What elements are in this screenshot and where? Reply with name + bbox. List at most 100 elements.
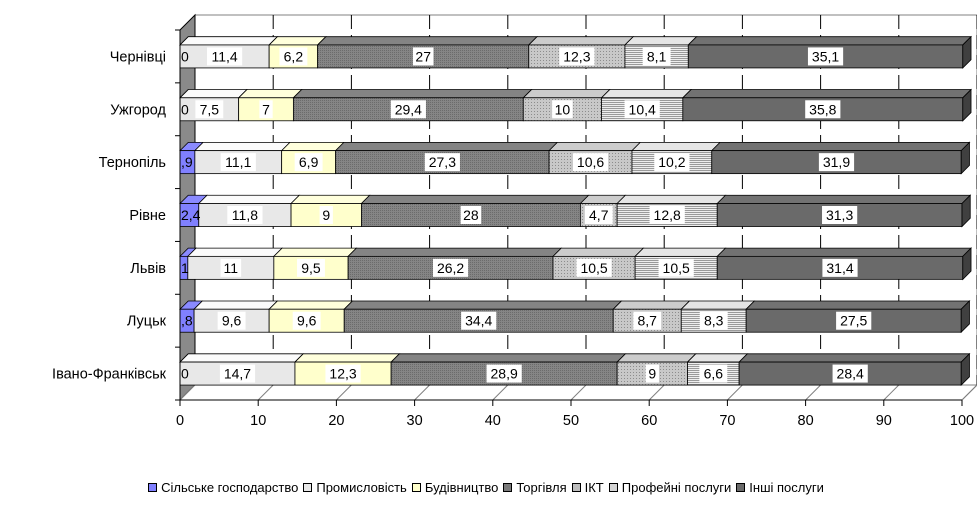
- data-label: 27,5: [840, 313, 867, 329]
- data-label-bg: [325, 364, 361, 383]
- data-label-bg: [297, 258, 325, 277]
- data-label-bg: [822, 258, 858, 277]
- bar-top: [347, 247, 563, 257]
- data-label: 8,7: [638, 313, 658, 329]
- data-label: 10,5: [663, 260, 690, 276]
- data-label: 28: [463, 207, 479, 223]
- x-tick-label: 10: [250, 413, 266, 429]
- data-label: 35,1: [812, 48, 839, 64]
- bar-top: [552, 247, 645, 257]
- bar-top: [268, 36, 327, 46]
- bar-top: [527, 36, 635, 46]
- data-label-bg: [624, 100, 660, 119]
- data-label: 31,3: [826, 207, 853, 223]
- legend-swatch: [571, 483, 581, 492]
- data-label-bg: [227, 206, 263, 224]
- bar-end: [962, 247, 972, 281]
- data-label: 9,6: [297, 313, 317, 329]
- x-tick-label: 80: [798, 413, 814, 429]
- data-label: 11,8: [232, 207, 258, 223]
- data-label-bg: [412, 47, 434, 66]
- data-label-bg: [576, 258, 612, 277]
- x-tick-label: 30: [407, 413, 423, 429]
- category-label: Ужгород: [110, 102, 166, 118]
- data-label-bg: [633, 311, 662, 330]
- legend-swatch: [411, 483, 421, 492]
- data-label-bg: [319, 206, 333, 224]
- x-tick-label: 40: [485, 413, 501, 429]
- data-label: 10,6: [577, 154, 604, 170]
- bar-top: [179, 36, 279, 46]
- data-label: 6,6: [704, 366, 724, 382]
- category-label: Рівне: [129, 208, 166, 224]
- category-label: Івано-Франківськ: [52, 367, 167, 383]
- data-label: ,8: [181, 313, 193, 329]
- data-label: 10,2: [658, 154, 685, 170]
- bar-top: [522, 89, 611, 99]
- data-label-bg: [822, 206, 858, 224]
- data-label: ,9: [181, 154, 193, 170]
- data-label: 4,7: [589, 207, 609, 223]
- data-label-bg: [217, 311, 246, 330]
- legend-item: Торгівля: [503, 480, 567, 495]
- data-label: 9,5: [301, 260, 321, 276]
- data-label: 12,8: [654, 207, 681, 223]
- floor-gridline: [336, 384, 352, 401]
- bar-top: [293, 353, 401, 363]
- bar-top: [193, 141, 291, 152]
- legend-item: Інші послуги: [736, 480, 824, 495]
- bar-top: [681, 89, 972, 99]
- data-label: 26,2: [437, 260, 464, 276]
- data-label: 10,5: [580, 260, 607, 276]
- bar-top: [616, 353, 697, 363]
- data-label-bg: [559, 47, 595, 66]
- data-label-bg: [832, 364, 868, 383]
- legend-item: Профейні послуги: [608, 480, 732, 495]
- data-label-bg: [807, 47, 844, 66]
- data-label: 7,5: [200, 101, 220, 117]
- data-label: 9,6: [222, 313, 242, 329]
- floor-gridline: [883, 384, 900, 401]
- bar-top: [272, 247, 358, 257]
- data-label-bg: [654, 153, 690, 172]
- bar-top: [600, 89, 693, 99]
- legend-label: Будівництво: [424, 480, 499, 495]
- legend-label: Торгівля: [516, 480, 567, 495]
- bar-top: [710, 141, 971, 152]
- bar-top: [290, 194, 371, 204]
- data-label: 14,7: [224, 366, 251, 382]
- bar-end: [960, 141, 970, 175]
- data-label: 11,1: [225, 154, 251, 170]
- legend: Сільське господарство Промисловість Будівн…: [0, 480, 977, 495]
- data-label: 8,3: [704, 313, 724, 329]
- data-label: 28,4: [837, 366, 864, 382]
- bar-top: [268, 300, 354, 310]
- bar-top: [334, 141, 559, 152]
- bar-top: [186, 247, 284, 257]
- data-label-bg: [658, 258, 694, 277]
- bar-top: [634, 247, 727, 257]
- data-label: 9: [322, 207, 330, 223]
- data-label: 1: [181, 260, 189, 276]
- category-label: Тернопіль: [99, 155, 166, 171]
- legend-label: Профейні послуги: [621, 480, 732, 495]
- data-label-bg: [390, 100, 426, 119]
- legend-label: Промисловість: [316, 480, 407, 495]
- data-label-bg: [552, 100, 573, 119]
- bar-top: [686, 353, 749, 363]
- data-label: 2,4: [181, 207, 201, 223]
- bar-top: [616, 194, 727, 204]
- floor-gridline: [414, 384, 430, 401]
- data-label: 12,3: [329, 366, 356, 382]
- category-label: Луцьк: [127, 314, 167, 330]
- data-label: 8,1: [647, 48, 667, 64]
- floor-gridline: [727, 384, 743, 401]
- legend-swatch: [608, 483, 618, 492]
- data-label-bg: [486, 364, 522, 383]
- x-tick-label: 0: [176, 413, 184, 429]
- legend-swatch: [303, 483, 313, 492]
- bar-top: [716, 247, 972, 257]
- x-tick-label: 90: [876, 413, 892, 429]
- legend-label: Інші послуги: [749, 480, 824, 495]
